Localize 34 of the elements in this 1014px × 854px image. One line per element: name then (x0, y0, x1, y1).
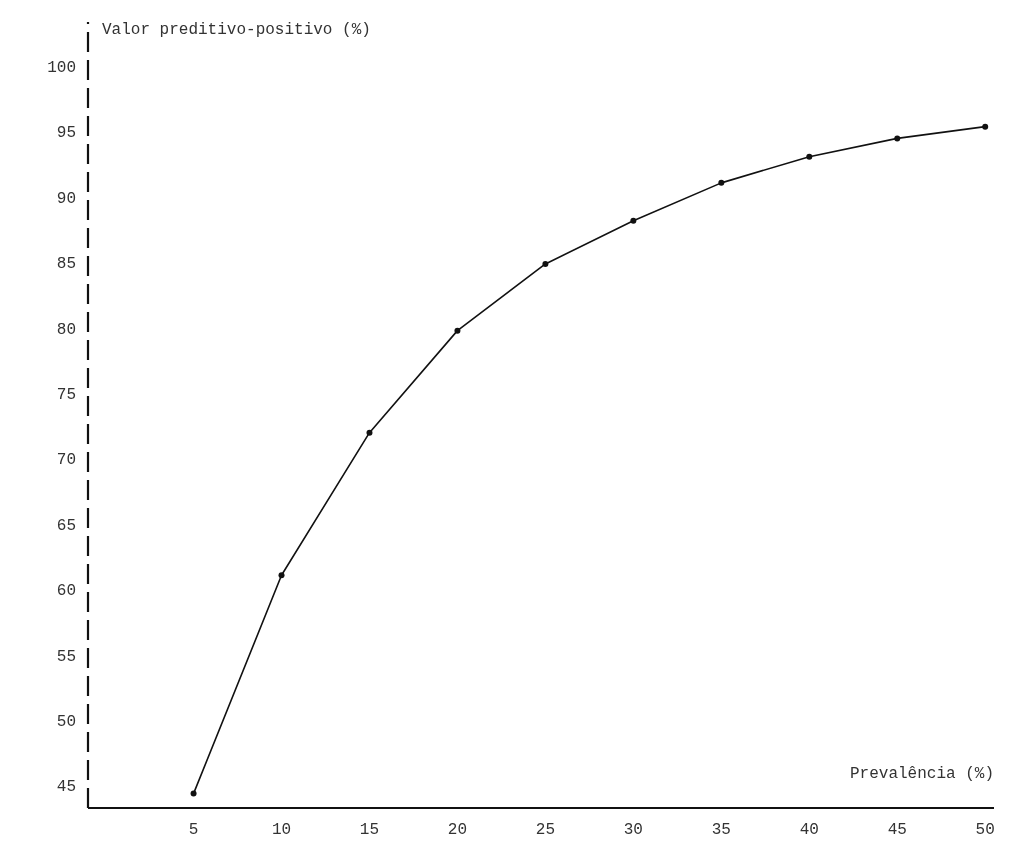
y-tick-label: 100 (47, 58, 76, 78)
point (806, 153, 813, 160)
point (542, 260, 549, 267)
x-tick-label: 45 (887, 821, 907, 839)
y-tick-label: 90 (56, 189, 76, 208)
y-tick-label: 65 (56, 516, 76, 535)
x-tick-label: 15 (359, 821, 380, 839)
x-axis-title: Prevalência (%) (849, 765, 994, 783)
point (366, 429, 373, 436)
y-tick-label: 55 (56, 647, 76, 666)
y-tick-label: 75 (56, 385, 76, 404)
y-tick-label: 80 (56, 320, 76, 339)
point (190, 790, 197, 797)
x-tick-label: 5 (188, 821, 199, 839)
x-tick-label: 50 (975, 821, 995, 839)
y-tick-label: 85 (56, 255, 76, 274)
x-tick-label: 35 (711, 821, 731, 839)
point (718, 179, 725, 186)
y-axis-title: Valor preditivo-positivo (%) (102, 21, 371, 39)
y-tick-label: 45 (56, 778, 76, 797)
y-tick-label: 60 (56, 582, 76, 601)
x-tick-label: 25 (535, 821, 555, 839)
point (982, 123, 989, 130)
point (894, 135, 901, 142)
y-tick-label: 95 (56, 124, 76, 143)
y-tick-label: 50 (56, 712, 76, 731)
x-tick-label: 10 (271, 821, 292, 839)
point (454, 327, 461, 334)
x-tick-label: 40 (799, 821, 819, 839)
x-tick-label: 30 (623, 821, 643, 839)
y-tick-label: 70 (56, 451, 76, 470)
point (630, 217, 637, 224)
x-tick-label: 20 (447, 821, 468, 839)
point (278, 572, 285, 579)
